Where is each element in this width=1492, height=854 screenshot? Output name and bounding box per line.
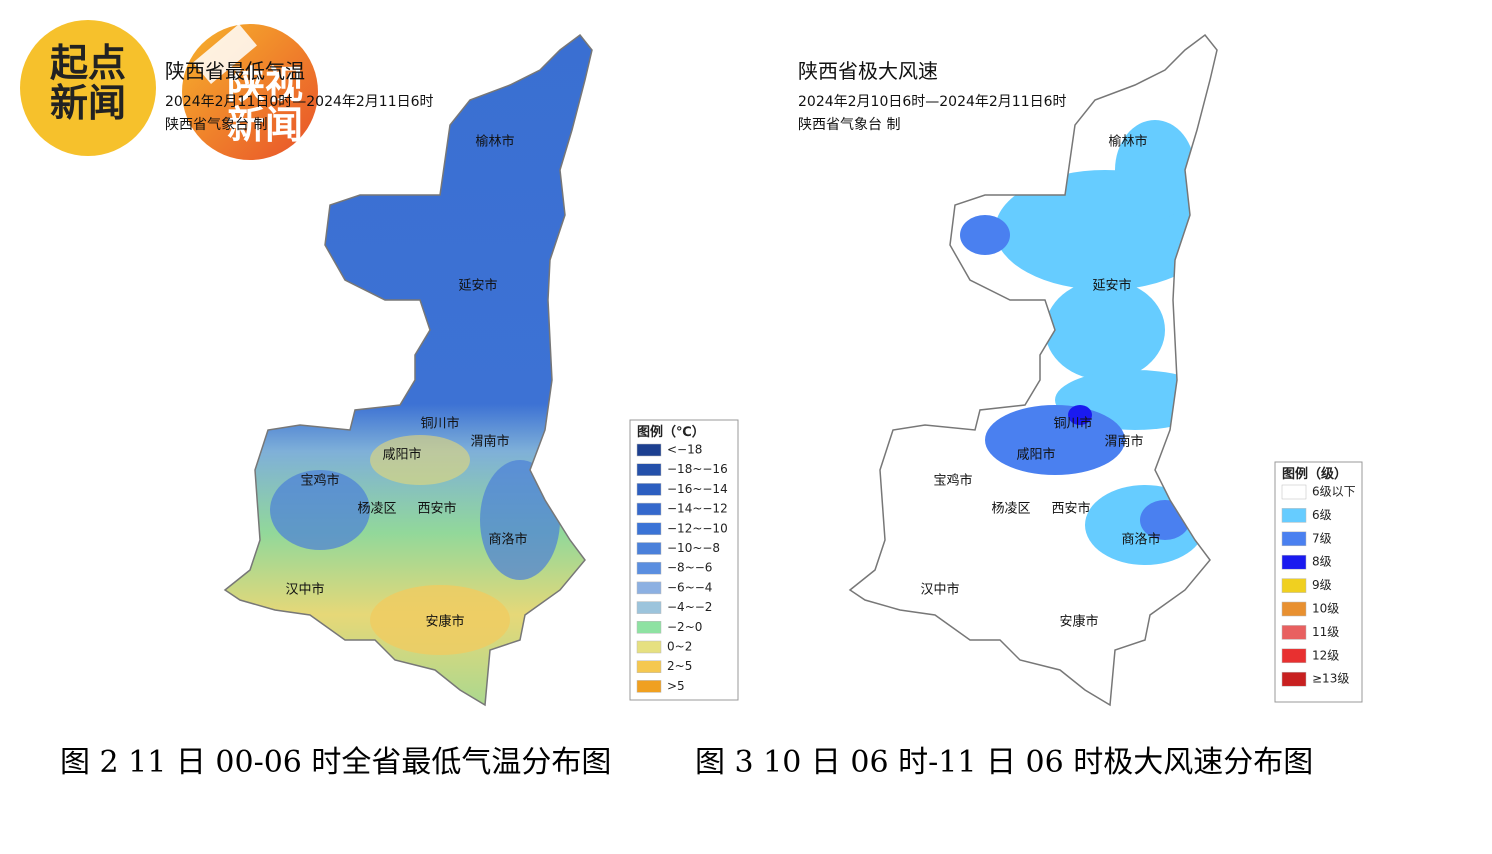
city-label: 渭南市 xyxy=(1104,434,1143,450)
legend-label: 11级 xyxy=(1312,625,1339,639)
legend-swatch xyxy=(636,640,662,654)
legend-swatch xyxy=(1281,554,1307,570)
legend-label: −2~0 xyxy=(667,620,702,634)
legend-label: 2~5 xyxy=(667,659,692,673)
legend-swatch xyxy=(636,601,662,614)
city-label: 杨凌区 xyxy=(357,502,396,517)
legend-swatch xyxy=(636,502,662,516)
logo-text: 起点 xyxy=(50,41,126,85)
legend-swatch xyxy=(636,443,662,457)
legend-label: 9级 xyxy=(1312,578,1332,592)
legend-swatch xyxy=(636,522,662,536)
city-label: 杨凌区 xyxy=(991,502,1030,517)
legend-label: 12级 xyxy=(1312,648,1339,662)
map-title: 陕西省最低气温 xyxy=(165,59,305,83)
legend-label: 6级 xyxy=(1312,508,1332,522)
city-label: 西安市 xyxy=(1051,501,1090,517)
legend-label: 6级以下 xyxy=(1312,485,1356,499)
city-label: 商洛市 xyxy=(488,532,527,548)
legend-label: ≥13级 xyxy=(1312,672,1349,686)
legend-swatch xyxy=(1281,625,1307,640)
legend-label: −8~−6 xyxy=(667,561,712,575)
legend-swatch xyxy=(1281,601,1307,617)
legend-swatch xyxy=(636,680,662,693)
city-label: 安康市 xyxy=(1059,614,1098,630)
city-label: 延安市 xyxy=(1092,278,1131,294)
city-label: 榆林市 xyxy=(475,134,514,150)
city-label: 铜川市 xyxy=(420,416,459,432)
legend-label: −12~−10 xyxy=(667,521,728,535)
legend-label: 10级 xyxy=(1312,602,1339,616)
legend-label: >5 xyxy=(667,679,685,693)
legend-title: 图例（级） xyxy=(1282,466,1347,482)
logo-text: 新闻 xyxy=(227,103,303,147)
map-issuer: 陕西省气象台 制 xyxy=(798,117,900,133)
legend-label: −18~−16 xyxy=(667,462,728,476)
legend-label: −14~−12 xyxy=(667,502,728,516)
legend-label: 8级 xyxy=(1312,555,1332,569)
legend-label: −6~−4 xyxy=(667,580,712,594)
legend-swatch xyxy=(1281,484,1307,500)
legend-swatch xyxy=(636,581,662,595)
legend-title: 图例（℃） xyxy=(637,424,705,440)
legend-swatch xyxy=(636,561,662,575)
legend-label: <−18 xyxy=(667,443,702,457)
legend-label: −10~−8 xyxy=(667,541,720,555)
legend-swatch xyxy=(636,463,662,476)
city-label: 延安市 xyxy=(458,278,497,294)
caption: 图 2 11 日 00-06 时全省最低气温分布图 xyxy=(60,745,611,780)
logo-text: 新闻 xyxy=(50,81,126,125)
city-label: 商洛市 xyxy=(1121,532,1160,548)
map-subtitle: 2024年2月10日6时—2024年2月11日6时 xyxy=(798,94,1067,110)
city-label: 汉中市 xyxy=(285,582,324,598)
wind-map xyxy=(849,34,1218,706)
city-label: 西安市 xyxy=(417,501,456,517)
logo-badge xyxy=(20,20,156,156)
city-label: 咸阳市 xyxy=(382,447,421,463)
city-label: 宝鸡市 xyxy=(933,473,972,489)
legend-swatch xyxy=(1281,671,1307,687)
logo-text: 陕视 xyxy=(227,63,303,107)
map-title: 陕西省极大风速 xyxy=(798,59,938,83)
city-label: 安康市 xyxy=(425,614,464,630)
city-label: 咸阳市 xyxy=(1016,447,1055,463)
map-subtitle: 2024年2月11日0时—2024年2月11日6时 xyxy=(165,94,434,110)
legend-swatch xyxy=(636,542,662,555)
legend-label: −4~−2 xyxy=(667,600,712,614)
legend-label: 7级 xyxy=(1312,531,1332,545)
city-label: 渭南市 xyxy=(470,434,509,450)
legend-swatch xyxy=(1281,578,1307,593)
map-issuer: 陕西省气象台 制 xyxy=(165,117,267,133)
city-label: 榆林市 xyxy=(1108,134,1147,150)
city-label: 汉中市 xyxy=(920,582,959,598)
legend-swatch xyxy=(1281,508,1307,523)
city-label: 宝鸡市 xyxy=(300,473,339,489)
legend-swatch xyxy=(636,660,662,673)
caption: 图 3 10 日 06 时-11 日 06 时极大风速分布图 xyxy=(695,745,1313,780)
legend-swatch xyxy=(1281,648,1307,664)
legend-label: 0~2 xyxy=(667,640,692,654)
logo-band xyxy=(193,23,257,85)
legend-swatch xyxy=(636,483,662,496)
legend-swatch xyxy=(1281,531,1307,547)
legend-label: −16~−14 xyxy=(667,482,728,496)
legend-swatch xyxy=(636,621,662,634)
city-label: 铜川市 xyxy=(1053,416,1092,432)
